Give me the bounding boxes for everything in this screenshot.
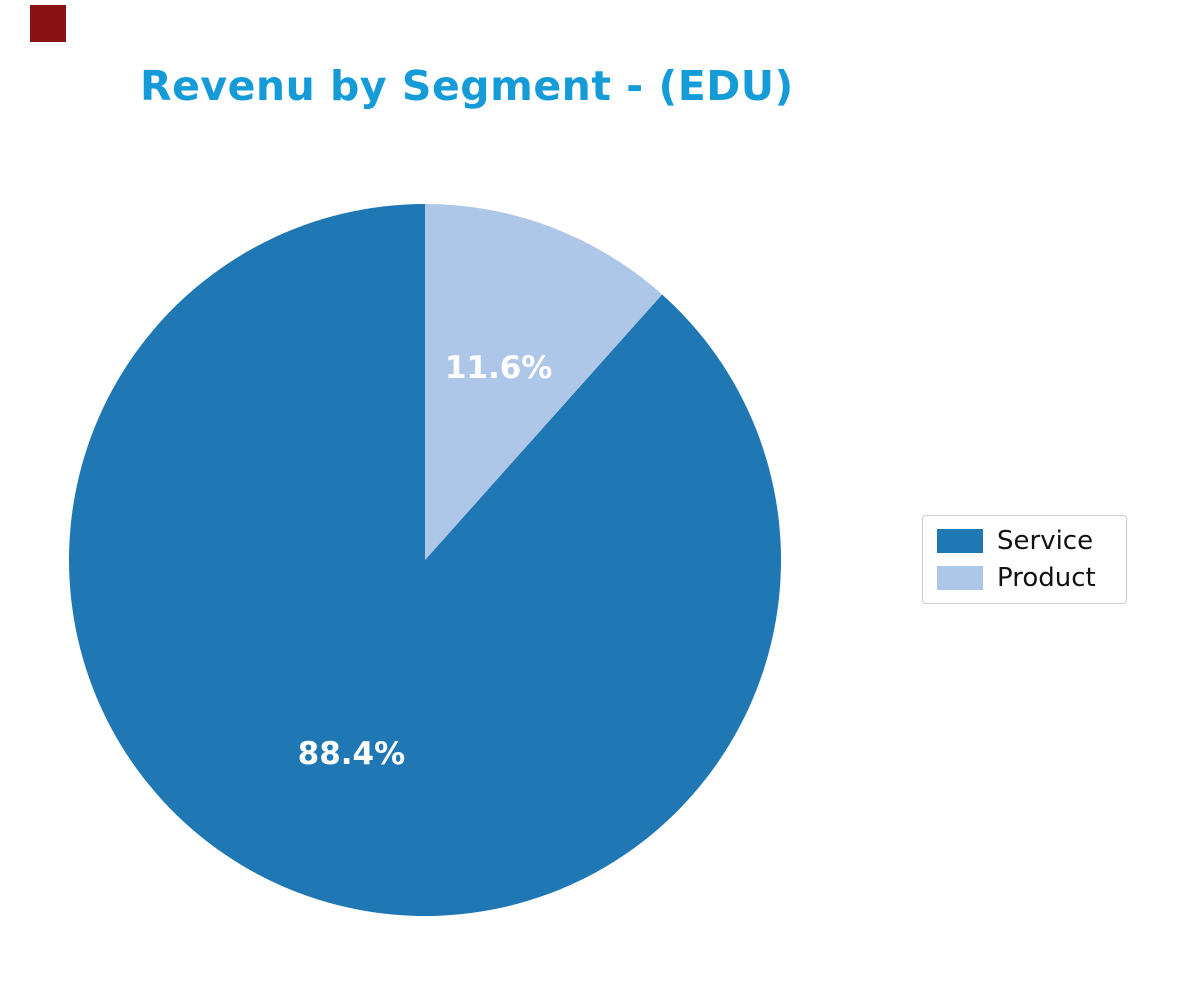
legend-swatch-product	[937, 566, 983, 590]
pie-label-service: 88.4%	[298, 736, 406, 772]
legend-label: Product	[997, 563, 1096, 593]
corner-marker	[30, 5, 66, 42]
legend: Service Product	[922, 515, 1127, 604]
pie-label-product: 11.6%	[445, 350, 553, 386]
legend-item-service: Service	[937, 528, 1112, 554]
chart-title: Revenu by Segment - (EDU)	[140, 62, 794, 110]
legend-label: Service	[997, 526, 1094, 556]
pie-slice-service	[69, 204, 782, 916]
pie-slice-product	[425, 204, 663, 560]
legend-item-product: Product	[937, 565, 1112, 591]
legend-swatch-service	[937, 529, 983, 553]
